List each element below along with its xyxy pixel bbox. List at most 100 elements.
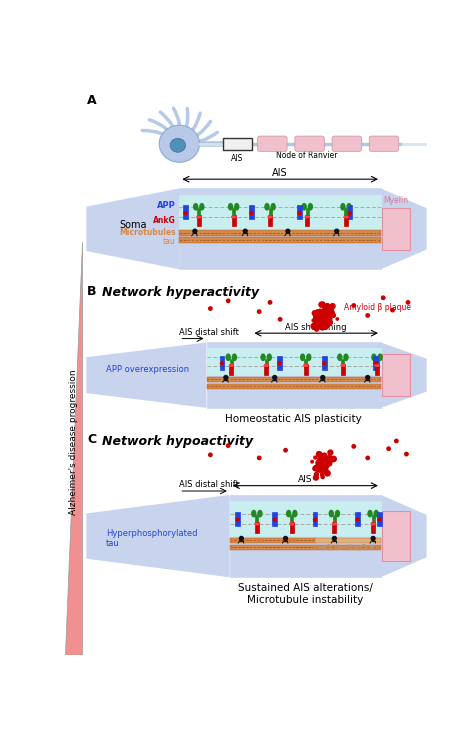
Circle shape: [321, 453, 327, 459]
Circle shape: [318, 314, 322, 319]
Bar: [268, 216, 272, 226]
Circle shape: [378, 518, 381, 521]
Bar: [371, 523, 375, 533]
FancyBboxPatch shape: [332, 136, 362, 152]
Circle shape: [323, 545, 325, 548]
Circle shape: [321, 464, 324, 467]
Circle shape: [324, 312, 328, 316]
Text: Na$_v$/K$_v$ channels: Na$_v$/K$_v$ channels: [242, 197, 318, 210]
Circle shape: [337, 545, 339, 547]
Circle shape: [233, 216, 235, 218]
Circle shape: [314, 317, 317, 320]
Circle shape: [327, 306, 331, 311]
Circle shape: [323, 316, 327, 320]
Circle shape: [348, 211, 351, 214]
Circle shape: [323, 306, 328, 311]
Circle shape: [230, 365, 232, 367]
Bar: [179, 188, 381, 269]
Circle shape: [316, 461, 319, 465]
Ellipse shape: [159, 125, 200, 162]
Text: Soma: Soma: [119, 220, 146, 230]
Circle shape: [322, 464, 327, 468]
Circle shape: [335, 548, 337, 550]
Circle shape: [227, 299, 230, 302]
Circle shape: [345, 216, 347, 218]
Circle shape: [317, 318, 319, 321]
Ellipse shape: [251, 510, 256, 517]
Circle shape: [321, 316, 325, 319]
Circle shape: [376, 365, 378, 367]
Bar: [277, 355, 282, 369]
Circle shape: [371, 547, 373, 549]
Circle shape: [321, 463, 325, 467]
Bar: [229, 364, 233, 375]
Circle shape: [320, 314, 325, 319]
Circle shape: [343, 365, 345, 367]
Circle shape: [363, 545, 365, 546]
Circle shape: [291, 523, 292, 525]
Circle shape: [224, 375, 228, 379]
Circle shape: [320, 315, 325, 319]
Circle shape: [313, 467, 318, 471]
Circle shape: [322, 319, 325, 322]
Circle shape: [316, 464, 320, 468]
Circle shape: [271, 216, 272, 218]
Circle shape: [332, 537, 337, 540]
Text: AIS distal shift: AIS distal shift: [179, 328, 239, 337]
Circle shape: [332, 523, 334, 525]
Circle shape: [257, 456, 261, 459]
Bar: [356, 512, 360, 526]
Circle shape: [319, 309, 321, 312]
Circle shape: [313, 518, 317, 521]
Circle shape: [320, 462, 324, 466]
Text: A: A: [87, 94, 97, 107]
Text: AIS shortening: AIS shortening: [285, 322, 347, 332]
Circle shape: [315, 310, 320, 314]
Circle shape: [323, 317, 328, 322]
Circle shape: [316, 319, 320, 323]
Circle shape: [314, 473, 319, 476]
Circle shape: [354, 546, 356, 548]
Circle shape: [358, 548, 360, 550]
Circle shape: [328, 461, 332, 464]
Circle shape: [305, 365, 307, 367]
Circle shape: [320, 314, 325, 319]
Circle shape: [209, 453, 212, 456]
Bar: [341, 359, 345, 368]
Circle shape: [342, 365, 344, 367]
Circle shape: [371, 523, 373, 525]
Bar: [333, 515, 336, 524]
Circle shape: [323, 467, 328, 472]
Circle shape: [341, 365, 343, 367]
Circle shape: [352, 445, 356, 448]
Bar: [322, 355, 327, 369]
Circle shape: [365, 546, 366, 548]
Circle shape: [314, 467, 317, 469]
Circle shape: [325, 313, 327, 315]
Circle shape: [318, 460, 323, 465]
Ellipse shape: [300, 353, 305, 361]
Circle shape: [320, 316, 323, 318]
Circle shape: [236, 518, 239, 521]
Circle shape: [325, 548, 327, 550]
Circle shape: [193, 229, 197, 233]
Bar: [255, 523, 259, 533]
Circle shape: [311, 461, 313, 463]
Circle shape: [273, 518, 276, 521]
Circle shape: [321, 316, 324, 319]
Circle shape: [325, 309, 329, 314]
Circle shape: [321, 313, 325, 316]
Circle shape: [324, 463, 328, 467]
Circle shape: [366, 456, 369, 459]
Circle shape: [322, 463, 325, 465]
Text: Hyperphosphorylated
tau: Hyperphosphorylated tau: [106, 529, 197, 548]
Circle shape: [316, 311, 321, 316]
Circle shape: [356, 518, 359, 521]
Circle shape: [325, 459, 328, 462]
Circle shape: [371, 545, 373, 548]
Circle shape: [346, 216, 348, 218]
Circle shape: [366, 375, 370, 379]
Circle shape: [316, 314, 321, 318]
Circle shape: [321, 462, 325, 466]
Circle shape: [278, 362, 281, 365]
